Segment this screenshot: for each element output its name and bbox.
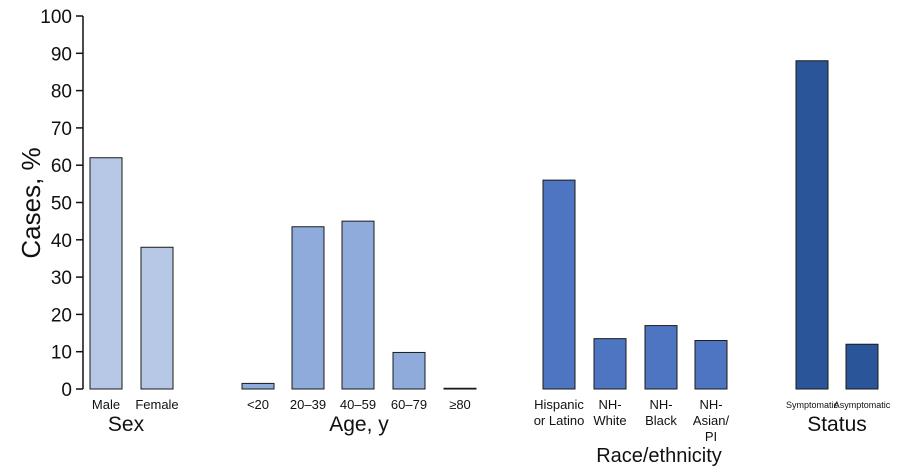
group-label: Status xyxy=(807,413,867,436)
y-axis-label: Cases, % xyxy=(16,147,46,258)
bar xyxy=(845,343,879,390)
x-tick-label: Male xyxy=(92,397,120,412)
x-tick-label: Black xyxy=(645,413,677,428)
x-tick-label: Asymptomatic xyxy=(834,400,891,410)
bar xyxy=(644,325,678,390)
x-tick-label: Female xyxy=(135,397,178,412)
x-tick-label: ≥80 xyxy=(449,397,471,412)
y-tick-label: 100 xyxy=(40,7,72,28)
bar xyxy=(89,157,123,390)
bar xyxy=(341,220,375,390)
x-tick-label: NH- xyxy=(699,397,722,412)
x-tick-label: NH- xyxy=(649,397,672,412)
y-tick-label: 0 xyxy=(61,380,72,401)
y-tick-label: 80 xyxy=(51,82,72,103)
bar xyxy=(140,246,174,390)
y-axis: 0 10 20 30 40 50 60 70 80 90 100 xyxy=(40,7,84,401)
group-label: Age, y xyxy=(329,413,389,436)
bar xyxy=(241,382,275,390)
x-tick-label: White xyxy=(593,413,626,428)
y-tick-label: 10 xyxy=(51,343,72,364)
x-tick-label: 20–39 xyxy=(290,397,326,412)
x-tick-label: PI xyxy=(705,429,717,444)
y-tick-label: 90 xyxy=(51,44,72,65)
bar xyxy=(392,351,426,390)
group-labels: Sex Age, y Race/ethnicity Status xyxy=(108,413,867,467)
y-tick-label: 60 xyxy=(51,156,72,177)
bar xyxy=(795,60,829,390)
y-tick-label: 40 xyxy=(51,231,72,252)
y-tick-label: 50 xyxy=(51,194,72,215)
x-tick-label: 40–59 xyxy=(340,397,376,412)
x-tick-label: or Latino xyxy=(534,413,585,428)
bars xyxy=(89,60,879,390)
x-tick-label: NH- xyxy=(598,397,621,412)
x-tick-label: <20 xyxy=(247,397,269,412)
x-tick-label: Asian/ xyxy=(693,413,730,428)
y-tick-label: 20 xyxy=(51,305,72,326)
bar xyxy=(593,338,627,390)
y-tick-label: 30 xyxy=(51,268,72,289)
x-tick-label: Hispanic xyxy=(534,397,584,412)
x-tick-label: Symptomatic xyxy=(786,400,839,410)
group-label: Race/ethnicity xyxy=(596,445,722,467)
x-tick-labels: Male Female <20 20–39 40–59 60–79 ≥80 Hispanico… xyxy=(92,397,891,444)
bar xyxy=(694,340,728,390)
bar xyxy=(443,387,477,390)
y-tick-label: 70 xyxy=(51,119,72,140)
group-label: Sex xyxy=(108,413,145,436)
bar xyxy=(291,226,325,390)
x-tick-label: 60–79 xyxy=(391,397,427,412)
bar xyxy=(542,179,576,390)
